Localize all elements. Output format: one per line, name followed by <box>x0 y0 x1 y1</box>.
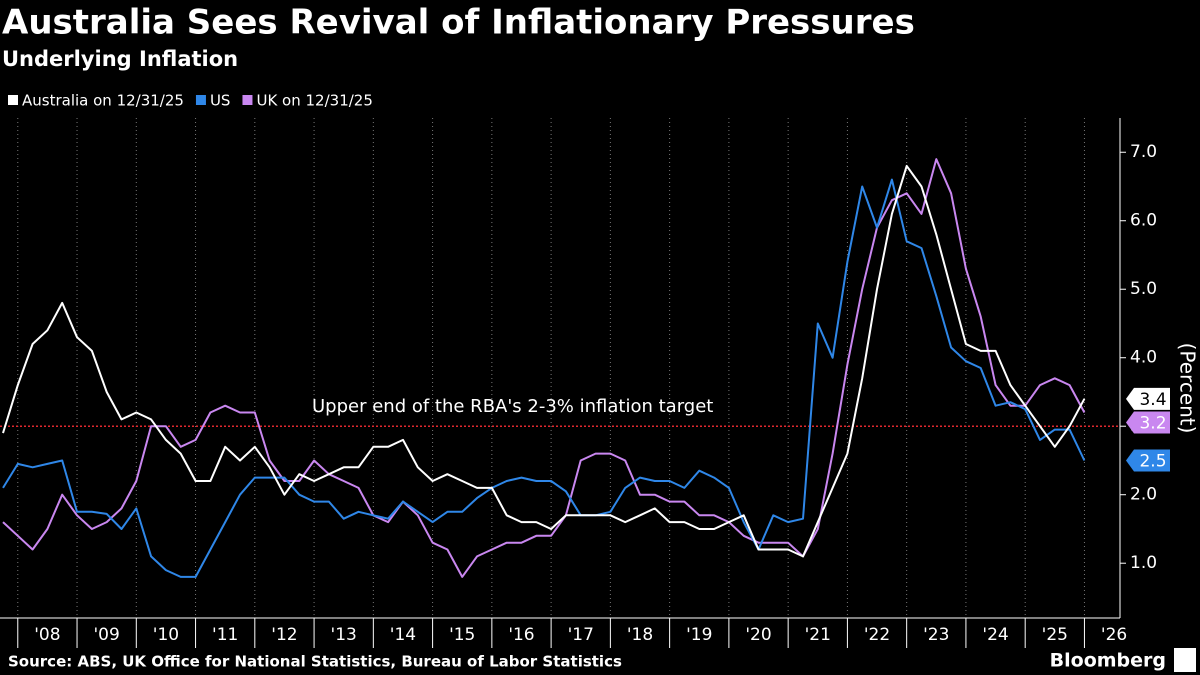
y-tick-label: 1.0 <box>1130 553 1157 573</box>
x-tick-label: '10 <box>153 625 179 645</box>
x-tick-label: '12 <box>271 625 297 645</box>
reference-label: Upper end of the RBA's 2-3% inflation ta… <box>312 396 713 417</box>
x-tick-label: '16 <box>508 625 534 645</box>
value-box <box>1126 387 1170 410</box>
value-box <box>1126 449 1170 472</box>
value-label: 2.5 <box>1139 451 1166 471</box>
legend-label: Australia on 12/31/25 <box>22 92 184 110</box>
x-tick-label: '13 <box>331 625 357 645</box>
x-tick-label: '11 <box>212 625 238 645</box>
value-label: 3.4 <box>1139 390 1166 410</box>
y-tick-label: 4.0 <box>1130 348 1157 368</box>
x-tick-label: '14 <box>390 625 416 645</box>
legend-swatch <box>242 95 253 105</box>
series-line <box>2 178 1086 578</box>
x-tick-label: '17 <box>568 625 594 645</box>
value-label: 3.2 <box>1139 414 1166 434</box>
x-tick-label: '19 <box>686 625 712 645</box>
y-tick-label: 7.0 <box>1130 142 1157 162</box>
y-tick-label: 5.0 <box>1130 279 1157 299</box>
x-tick-label: '15 <box>449 625 475 645</box>
x-tick-label: '23 <box>923 625 949 645</box>
legend-label: UK on 12/31/25 <box>256 92 372 110</box>
chart-title: Australia Sees Revival of Inflationary P… <box>2 3 915 43</box>
series-line <box>2 158 1086 578</box>
brand: Bloomberg <box>1050 650 1166 672</box>
value-box <box>1126 411 1170 434</box>
x-tick-label: '08 <box>34 625 60 645</box>
legend-label: US <box>210 92 231 110</box>
y-axis-label: (Percent) <box>1176 343 1200 434</box>
brand-icon <box>1174 648 1196 672</box>
series-line <box>2 164 1086 558</box>
x-tick-label: '18 <box>627 625 653 645</box>
x-tick-label: '25 <box>1042 625 1068 645</box>
x-tick-label: '09 <box>94 625 120 645</box>
legend-swatch <box>8 95 18 105</box>
legend-swatch <box>195 95 206 105</box>
source: Source: ABS, UK Office for National Stat… <box>8 653 622 671</box>
y-tick-label: 6.0 <box>1130 211 1157 231</box>
chart-subtitle: Underlying Inflation <box>2 47 238 71</box>
y-tick-label: 2.0 <box>1130 485 1157 505</box>
x-tick-label: '20 <box>745 625 771 645</box>
x-tick-label: '26 <box>1101 625 1127 645</box>
x-tick-label: '21 <box>805 625 831 645</box>
x-tick-label: '22 <box>864 625 890 645</box>
x-tick-label: '24 <box>982 625 1008 645</box>
